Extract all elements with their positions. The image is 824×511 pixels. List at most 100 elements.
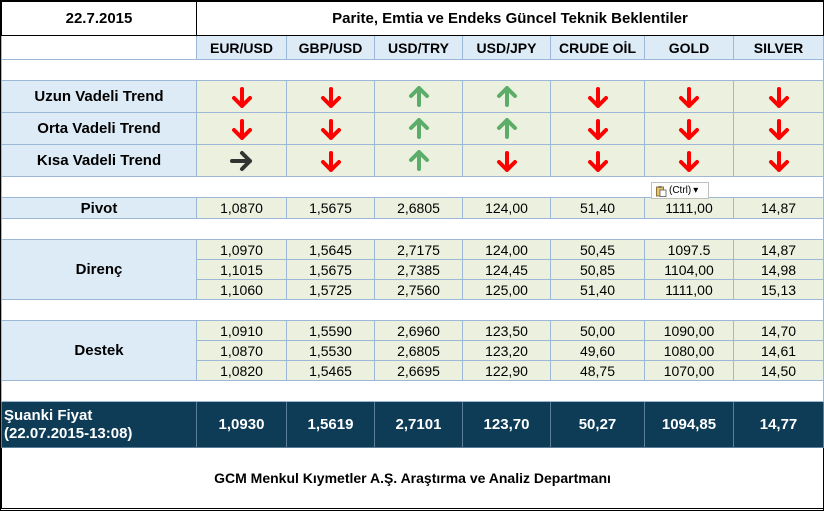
support-value: 1,0820 <box>196 360 287 381</box>
spacer-row <box>0 218 824 240</box>
resistance-value: 51,40 <box>550 279 645 300</box>
support-value: 122,90 <box>462 360 551 381</box>
trend-arrow-cell-silver <box>732 112 824 145</box>
arrow-down-icon <box>768 150 789 172</box>
current-price-value: 2,7101 <box>374 401 463 448</box>
trend-arrow-cell-usdtry <box>374 144 463 177</box>
support-value: 1,0910 <box>196 320 287 341</box>
arrow-down-icon <box>679 118 699 140</box>
resistance-value: 1097.5 <box>644 239 734 260</box>
header-corner <box>1 35 197 60</box>
support-value: 50,00 <box>550 320 645 341</box>
current-price-value: 1094,85 <box>644 401 734 448</box>
current-price-value: 123,70 <box>462 401 551 448</box>
column-header-row: EUR/USD GBP/USD USD/TRY USD/JPY CRUDE Oİ… <box>1 35 824 60</box>
arrow-down-icon <box>320 150 341 172</box>
arrow-down-icon <box>320 86 341 108</box>
trend-arrow-cell-crude-oil <box>550 112 645 145</box>
arrow-down-icon <box>231 118 252 140</box>
arrow-right-icon <box>229 150 252 171</box>
support-value: 1090,00 <box>644 320 734 341</box>
resistance-value: 1,5675 <box>286 259 375 280</box>
trend-arrow-cell-usdjpy <box>462 144 551 177</box>
support-row: Destek 1,0910 1,5590 2,6960 123,50 50,00… <box>1 320 824 381</box>
support-value: 14,70 <box>732 320 824 341</box>
resistance-value: 2,7175 <box>374 239 463 260</box>
resistance-value: 125,00 <box>462 279 551 300</box>
trend-arrow-cell-usdtry <box>374 112 463 145</box>
col-header-eurusd: EUR/USD <box>196 35 287 60</box>
current-price-value: 1,0930 <box>196 401 287 448</box>
trend-row-short: Kısa Vadeli Trend <box>1 144 824 177</box>
resistance-value: 14,87 <box>732 239 824 260</box>
col-header-silver: SILVER <box>732 35 824 60</box>
col-header-usdjpy: USD/JPY <box>462 35 551 60</box>
resistance-label: Direnç <box>1 239 197 300</box>
arrow-up-icon <box>496 85 517 107</box>
support-value: 2,6695 <box>374 360 463 381</box>
spacer-row <box>0 176 824 198</box>
trend-arrow-cell-gbpusd <box>286 112 375 145</box>
arrow-down-icon <box>679 86 699 108</box>
report-title: Parite, Emtia ve Endeks Güncel Teknik Be… <box>195 1 824 36</box>
resistance-value: 50,45 <box>550 239 645 260</box>
arrow-down-icon <box>587 86 608 108</box>
resistance-value: 1,1060 <box>196 279 287 300</box>
support-value: 123,50 <box>462 320 551 341</box>
current-price-value: 14,77 <box>732 401 824 448</box>
trend-arrow-cell-silver <box>732 80 824 113</box>
trend-arrow-cell-eurusd <box>196 112 287 145</box>
trend-arrow-cell-eurusd <box>196 80 287 113</box>
resistance-value: 124,45 <box>462 259 551 280</box>
support-value: 1,5465 <box>286 360 375 381</box>
paste-options-button[interactable]: (Ctrl) ▾ <box>651 182 709 199</box>
current-price-value: 50,27 <box>550 401 645 448</box>
trend-arrow-cell-usdtry <box>374 80 463 113</box>
arrow-down-icon <box>587 150 608 172</box>
col-header-gold: GOLD <box>644 35 734 60</box>
arrow-up-icon <box>496 117 517 139</box>
trend-arrow-cell-eurusd <box>196 144 287 177</box>
resistance-value: 1,5725 <box>286 279 375 300</box>
paste-options-label: (Ctrl) <box>669 185 692 196</box>
arrow-up-icon <box>408 85 429 107</box>
trend-row-long: Uzun Vadeli Trend <box>1 80 824 113</box>
trend-arrow-cell-gold <box>644 144 734 177</box>
arrow-up-icon <box>408 117 429 139</box>
arrow-down-icon <box>768 86 789 108</box>
spacer-row <box>0 299 824 321</box>
trend-arrow-cell-gold <box>644 112 734 145</box>
resistance-row: 1,1060 1,5725 2,7560 125,00 51,40 1111,0… <box>2 279 824 300</box>
footer-department: GCM Menkul Kıymetler A.Ş. Araştırma ve A… <box>0 447 824 509</box>
trend-row-medium: Orta Vadeli Trend <box>1 112 824 145</box>
trend-arrow-cell-usdjpy <box>462 112 551 145</box>
resistance-value: 1,5645 <box>286 239 375 260</box>
spacer-row <box>0 59 824 81</box>
arrow-down-icon <box>231 86 252 108</box>
pivot-value: 124,00 <box>462 197 551 219</box>
report-date: 22.7.2015 <box>1 1 197 36</box>
trend-arrow-cell-gbpusd <box>286 144 375 177</box>
arrow-up-icon <box>408 149 429 171</box>
current-price-label: Şuanki Fiyat (22.07.2015-13:08) <box>1 401 197 448</box>
resistance-value: 1111,00 <box>644 279 734 300</box>
pivot-value: 1,5675 <box>286 197 375 219</box>
support-row: 1,0820 1,5465 2,6695 122,90 48,75 1070,0… <box>2 360 824 381</box>
resistance-value: 1,1015 <box>196 259 287 280</box>
resistance-value: 15,13 <box>732 279 824 300</box>
resistance-value: 1,0970 <box>196 239 287 260</box>
arrow-down-icon <box>587 118 608 140</box>
support-value: 48,75 <box>550 360 645 381</box>
clipboard-icon <box>656 185 667 197</box>
support-value: 2,6960 <box>374 320 463 341</box>
pivot-value: 51,40 <box>550 197 645 219</box>
resistance-value: 14,98 <box>732 259 824 280</box>
arrow-down-icon <box>768 118 789 140</box>
pivot-row: Pivot 1,0870 1,5675 2,6805 124,00 51,40 … <box>1 197 824 219</box>
support-value: 1,0870 <box>196 340 287 361</box>
trend-arrow-cell-crude-oil <box>550 144 645 177</box>
support-value: 1,5590 <box>286 320 375 341</box>
support-value: 1080,00 <box>644 340 734 361</box>
support-row: 1,0870 1,5530 2,6805 123,20 49,60 1080,0… <box>2 340 824 361</box>
resistance-row: Direnç 1,0970 1,5645 2,7175 124,00 50,45… <box>1 239 824 300</box>
